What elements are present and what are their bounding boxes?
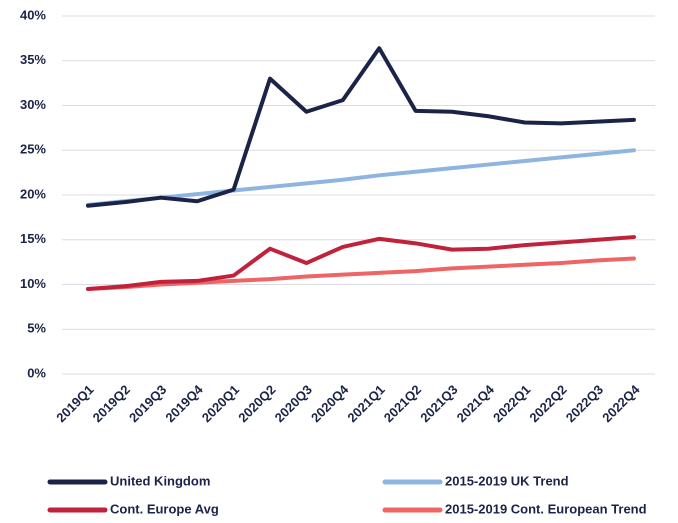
x-tick-label: 2022Q4 bbox=[599, 381, 643, 425]
x-tick-label: 2021Q1 bbox=[344, 382, 387, 425]
x-tick-label: 2019Q1 bbox=[53, 382, 96, 425]
x-tick-label: 2020Q2 bbox=[235, 382, 278, 425]
y-tick-label: 10% bbox=[20, 276, 46, 291]
x-tick-label: 2021Q4 bbox=[454, 381, 498, 425]
x-tick-label: 2019Q4 bbox=[162, 381, 206, 425]
y-tick-label: 0% bbox=[27, 365, 46, 380]
y-tick-label: 15% bbox=[20, 231, 46, 246]
x-tick-label: 2022Q1 bbox=[490, 382, 533, 425]
y-tick-label: 30% bbox=[20, 97, 46, 112]
x-tick-label: 2020Q4 bbox=[308, 381, 352, 425]
series-line bbox=[86, 46, 636, 208]
series-line bbox=[86, 256, 636, 291]
legend-label: Cont. Europe Avg bbox=[110, 501, 219, 516]
x-tick-label: 2021Q3 bbox=[417, 382, 460, 425]
x-tick-label: 2021Q2 bbox=[381, 382, 424, 425]
y-tick-label: 20% bbox=[20, 186, 46, 201]
x-tick-label: 2019Q2 bbox=[90, 382, 133, 425]
legend-label: United Kingdom bbox=[110, 473, 210, 488]
y-tick-label: 25% bbox=[20, 142, 46, 157]
x-tick-label: 2020Q3 bbox=[272, 382, 315, 425]
x-tick-label: 2019Q3 bbox=[126, 382, 169, 425]
y-tick-label: 35% bbox=[20, 52, 46, 67]
series-line bbox=[86, 235, 636, 291]
series-line bbox=[86, 148, 636, 207]
x-tick-label: 2022Q2 bbox=[526, 382, 569, 425]
y-tick-label: 5% bbox=[27, 321, 46, 336]
y-tick-label: 40% bbox=[20, 7, 46, 22]
legend-label: 2015-2019 UK Trend bbox=[445, 473, 569, 488]
legend-label: 2015-2019 Cont. European Trend bbox=[445, 501, 647, 516]
x-tick-label: 2020Q1 bbox=[199, 382, 242, 425]
x-tick-label: 2022Q3 bbox=[563, 382, 606, 425]
